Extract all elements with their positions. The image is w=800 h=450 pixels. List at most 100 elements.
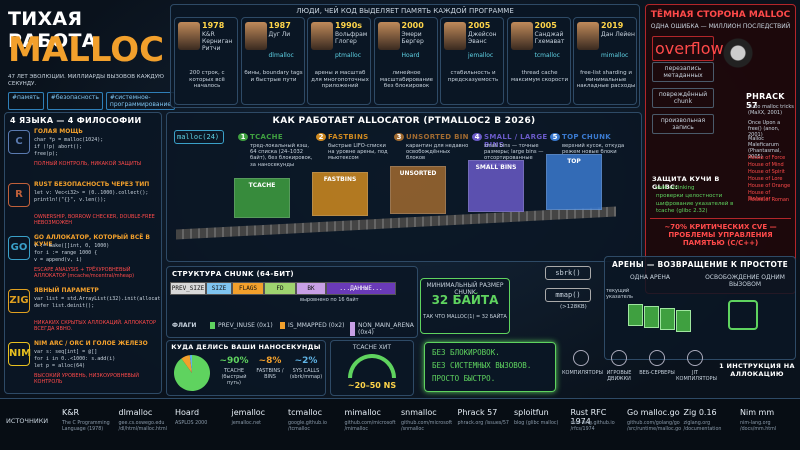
bin-label: TOP <box>567 158 581 165</box>
code-line: println!("{}", v.len()); <box>34 197 107 203</box>
chain-step: overflow <box>652 36 724 61</box>
source-sub: nim-lang.org /docs/mm.html <box>740 421 777 432</box>
lang-note: ПОЛНЫЙ КОНТРОЛЬ, НИКАКОЙ ЗАЩИТЫ <box>34 161 142 167</box>
bin-block <box>546 154 602 210</box>
code-line: v := make([]int, 0, 1000) <box>34 243 110 249</box>
chunk-heading: СТРУКТУРА CHUNK (64-БИТ) <box>172 270 294 278</box>
code-line: v = append(v, i) <box>34 257 83 263</box>
portrait <box>377 22 400 50</box>
usage-desc: TCACHE (быстрый путь) <box>221 368 247 386</box>
library: dlmalloc <box>268 52 294 59</box>
note: бины, boundary tags и быстрые пути <box>244 70 303 83</box>
title: ТИХАЯ РАБОТА <box>8 8 97 52</box>
timeline-card: 1990s Вольфрам Глогер ptmalloc арены и масш… <box>307 17 371 105</box>
lang-title: NIM ARC / ORC И ГОЛОЕ ЖЕЛЕЗО <box>34 340 148 347</box>
arena-block <box>644 306 659 328</box>
portrait <box>577 22 599 50</box>
source-name: Phrack 57 <box>457 408 498 417</box>
flag: NON_MAIN_ARENA (0x4) <box>350 322 420 337</box>
source-name: sploitfun <box>514 408 549 417</box>
timeline-card: 1987 Дуг Ли dlmalloc бины, boundary tags и … <box>240 17 305 105</box>
pie-slice <box>181 355 192 373</box>
lang-title: ЯВНЫЙ ПАРАМЕТР <box>34 287 99 294</box>
arena-pointer: текущий указатель <box>606 288 633 300</box>
timeline-card: 2005 Санджай Гхемават tcmalloc thread cache… <box>506 17 571 105</box>
chunk-field: PREV_SIZE <box>170 282 206 295</box>
lang-title: ГОЛАЯ МОЩЬ <box>34 128 83 135</box>
portrait <box>444 22 466 50</box>
bin-label: TCACHE <box>248 182 276 189</box>
protect-item: safe unlinking <box>656 185 695 191</box>
arena-block <box>628 304 643 326</box>
house: House of Force <box>748 155 786 161</box>
person-name: Дан Лейен <box>601 31 635 38</box>
flag: IS_MMAPPED (0x2) <box>280 322 350 330</box>
person-name: Дуг Ли <box>268 31 291 38</box>
year: 2019 <box>601 21 624 30</box>
chunk-field: FD <box>264 282 296 295</box>
protect-item: проверки целостности <box>656 193 723 199</box>
bin-block <box>390 166 446 214</box>
lang-logo: NIM <box>8 342 31 366</box>
paper: Vudo malloc tricks (MaXX, 2001) <box>748 104 794 116</box>
step-text: быстрые LIFO-списки на уровне арены, под… <box>328 143 388 162</box>
timeline-card: 2019 Дан Лейен mimalloc free-list sharding … <box>573 17 637 105</box>
note: free-list sharding и минимальные накладн… <box>576 70 636 90</box>
source-name: Rust RFC 1974 <box>570 408 607 426</box>
min-size-title: МИНИМАЛЬНЫЙ РАЗМЕР CHUNK <box>426 282 504 297</box>
bin-block <box>312 172 368 216</box>
min-size-panel <box>420 278 510 334</box>
fast-panel <box>424 342 556 392</box>
mmap: mmap() <box>545 288 591 303</box>
pie-chart <box>174 355 210 391</box>
code-line: free(p); <box>34 151 59 157</box>
timeline-card: 2000 Эмери Бергер Hoard линейное масштабиро… <box>373 17 438 105</box>
step-name: FASTBINS <box>328 133 369 141</box>
chain-step: перезапись метаданных <box>652 62 714 83</box>
lang-title: GO АЛЛОКАТОР, КОТОРЫЙ ВСЁ В КУЧЕ <box>34 234 150 248</box>
lang-note: НИКАКИХ СКРЫТЫХ АЛЛОКАЦИЙ. АЛЛОКАТОР ВСЕ… <box>34 320 156 332</box>
code-line: var s: seq[int] = @[] <box>34 349 98 355</box>
step-num: 5 <box>550 133 560 141</box>
bin-block <box>468 160 524 212</box>
dark-subtitle: ОДНА ОШИБКА — МИЛЛИОН ПОСЛЕДСТВИЙ <box>650 23 791 30</box>
source-name: snmalloc <box>401 408 437 417</box>
arenas-heading: АРЕНЫ — ВОЗВРАЩЕНИЕ К ПРОСТОТЕ <box>611 260 789 269</box>
library: ptmalloc <box>335 52 361 59</box>
arena-block <box>676 310 691 332</box>
arena-block <box>660 308 675 330</box>
usage-desc: SYS CALLS (sbrk/mmap) <box>289 368 323 380</box>
bin-label: FASTBINS <box>323 176 357 183</box>
person-name: Вольфрам Глогер <box>335 31 368 46</box>
code-line: defer list.deinit(); <box>34 303 95 309</box>
chunk-panel <box>166 266 418 338</box>
release-block <box>728 300 758 330</box>
paper: Malloc Maleficarum (Phantasmal, 2005) <box>748 136 781 160</box>
year: 1978 <box>202 21 225 30</box>
lang-note: OWNERSHIP, BORROW CHECKER, DOUBLE-FREE Н… <box>34 214 155 226</box>
sources-bar <box>0 398 800 450</box>
library: mimalloc <box>601 52 629 59</box>
portrait <box>311 22 333 50</box>
source-sub: google.github.io /tcmalloc <box>288 421 327 432</box>
step-num: 4 <box>472 133 482 141</box>
chunk-align: выровнено по 16 байт <box>300 297 359 303</box>
step-name: SMALL / LARGE BINS <box>484 133 548 149</box>
source-name: Go malloc.go <box>627 408 680 417</box>
tag: #системное-программирование <box>105 92 176 110</box>
code-line: let v: Vec<i32> = (0..1000).collect(); <box>34 190 149 196</box>
use-icon <box>573 350 589 366</box>
step-name: UNSORTED BIN <box>406 133 469 141</box>
use-label: КОМПИЛЯТОРЫ <box>562 370 603 376</box>
person-name: Эмери Бергер <box>401 31 424 46</box>
library: jemalloc <box>468 52 494 59</box>
step-num: 2 <box>316 133 326 141</box>
timeline-card: 2005 Джейсон Эванс jemalloc стабильность и … <box>440 17 504 105</box>
portrait <box>178 22 200 50</box>
timeline-heading: ЛЮДИ, ЧЕЙ КОД ВЫДЕЛЯЕТ ПАМЯТЬ КАЖДОЙ ПРО… <box>296 7 514 15</box>
sbrk: sbrk() <box>545 266 591 281</box>
note: арены и масштаб для многопоточных прилож… <box>311 70 369 90</box>
tcache-hit-value: ~20–50 NS <box>347 381 397 390</box>
year: 1990s <box>335 21 363 30</box>
